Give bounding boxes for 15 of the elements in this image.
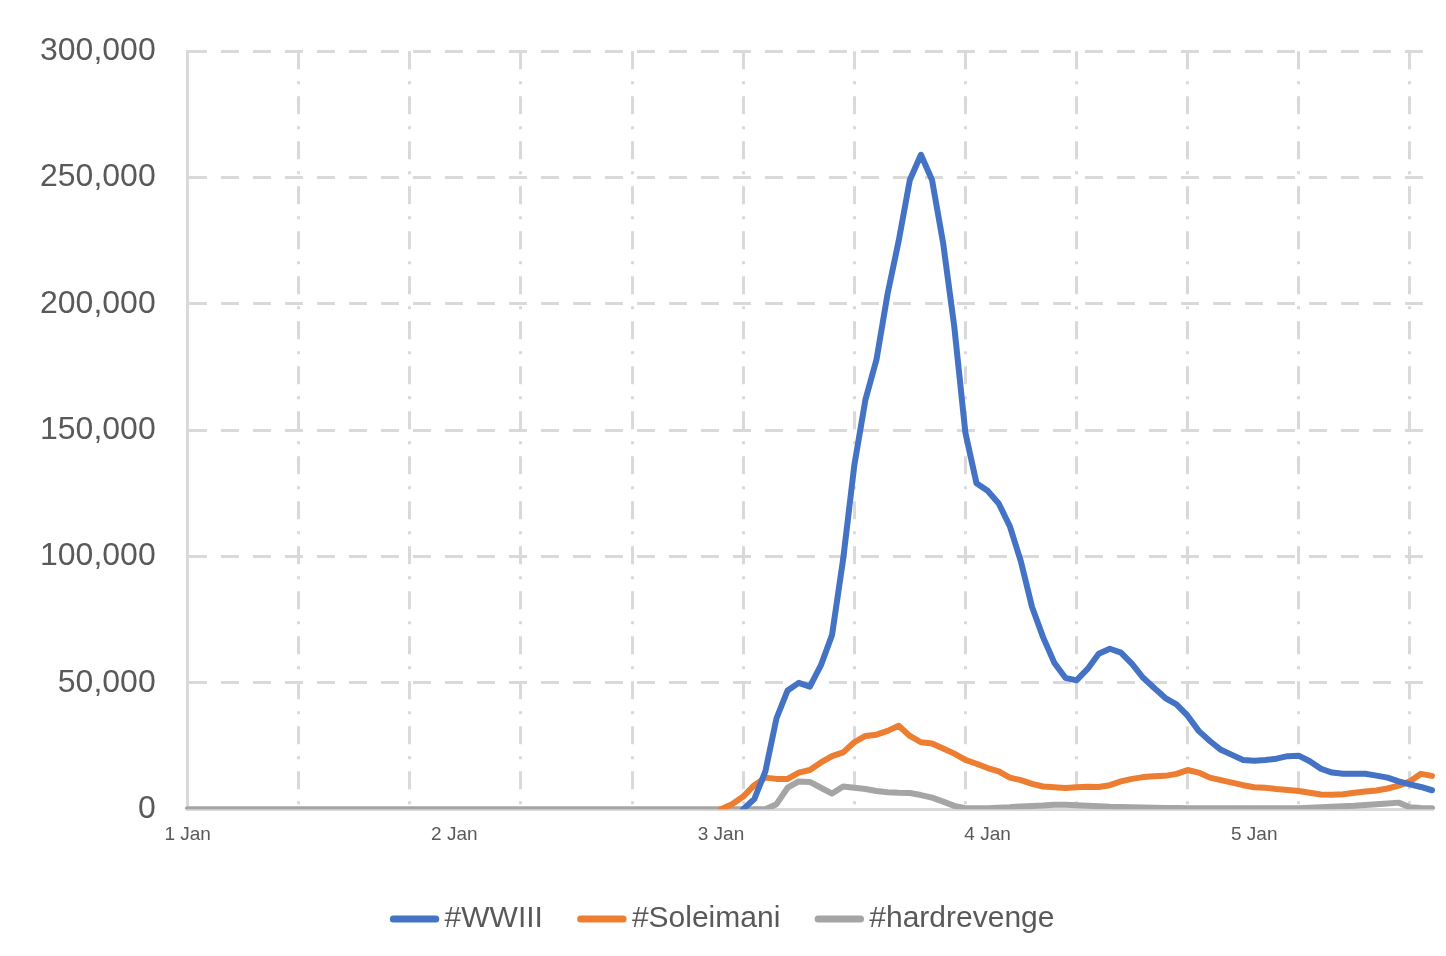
x-tick-label: 3 Jan — [697, 822, 745, 844]
y-tick-label: 300,000 — [40, 31, 156, 68]
legend-label: #Soleimani — [631, 900, 781, 934]
legend-label: #hardrevenge — [869, 900, 1055, 934]
x-tick-label: 4 Jan — [964, 822, 1011, 844]
x-tick-label: 2 Jan — [431, 822, 478, 844]
x-tick-label: 1 Jan — [164, 822, 211, 844]
y-tick-label: 150,000 — [40, 410, 156, 447]
y-tick-label: 100,000 — [40, 536, 156, 573]
legend-label: #WWIII — [444, 900, 543, 934]
x-tick-label: 5 Jan — [1231, 822, 1278, 844]
y-tick-label: 0 — [137, 789, 156, 826]
y-tick-label: 250,000 — [40, 157, 156, 194]
y-tick-label: 200,000 — [40, 283, 156, 320]
y-tick-label: 50,000 — [57, 662, 156, 699]
